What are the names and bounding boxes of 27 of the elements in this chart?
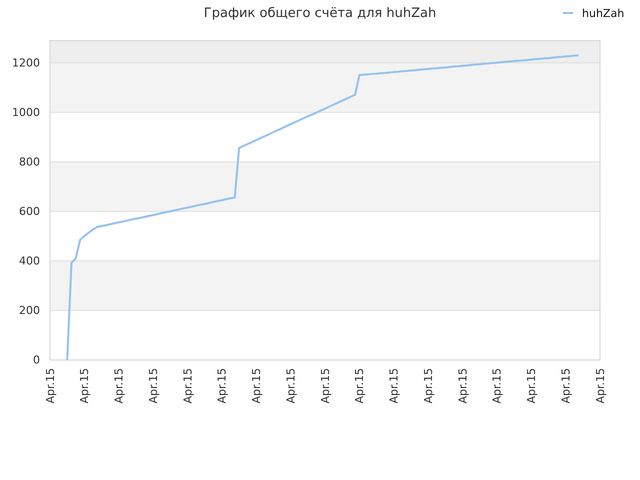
x-tick-label: Apr.15 xyxy=(594,368,607,404)
x-tick-label: Apr.15 xyxy=(78,368,92,404)
x-tick-label: Apr.15 xyxy=(559,368,572,404)
x-tick-label: Apr.15 xyxy=(216,368,229,404)
y-tick-label: 1200 xyxy=(12,56,40,70)
x-tick-label: Apr.15 xyxy=(353,368,366,404)
chart-title: График общего счёта для huhZah xyxy=(204,6,436,21)
y-tick-label: 200 xyxy=(19,304,40,317)
x-tick-label: Apr.15 xyxy=(181,368,194,404)
y-tick-label: 400 xyxy=(19,254,40,268)
x-tick-label: Apr.15 xyxy=(112,368,126,404)
y-tick-label: 600 xyxy=(19,204,40,218)
y-tick-label: 0 xyxy=(33,354,40,367)
y-tick-label: 800 xyxy=(19,155,40,168)
line-series xyxy=(66,54,580,361)
x-tick-label: Apr.15 xyxy=(456,368,470,404)
x-tick-label: Apr.15 xyxy=(525,368,538,404)
x-tick-label: Apr.15 xyxy=(422,368,435,404)
x-tick-label: Apr.15 xyxy=(284,368,298,404)
x-tick-label: Apr.15 xyxy=(318,368,332,404)
x-tick-label: Apr.15 xyxy=(250,368,264,404)
x-tick-label: Apr.15 xyxy=(388,368,401,404)
x-tick-label: Apr.15 xyxy=(490,368,504,404)
x-tick-label: Apr.15 xyxy=(44,368,57,404)
x-tick-label: Apr.15 xyxy=(146,368,160,404)
y-tick-label: 1000 xyxy=(12,106,40,119)
legend-label: huhZah xyxy=(582,6,624,20)
